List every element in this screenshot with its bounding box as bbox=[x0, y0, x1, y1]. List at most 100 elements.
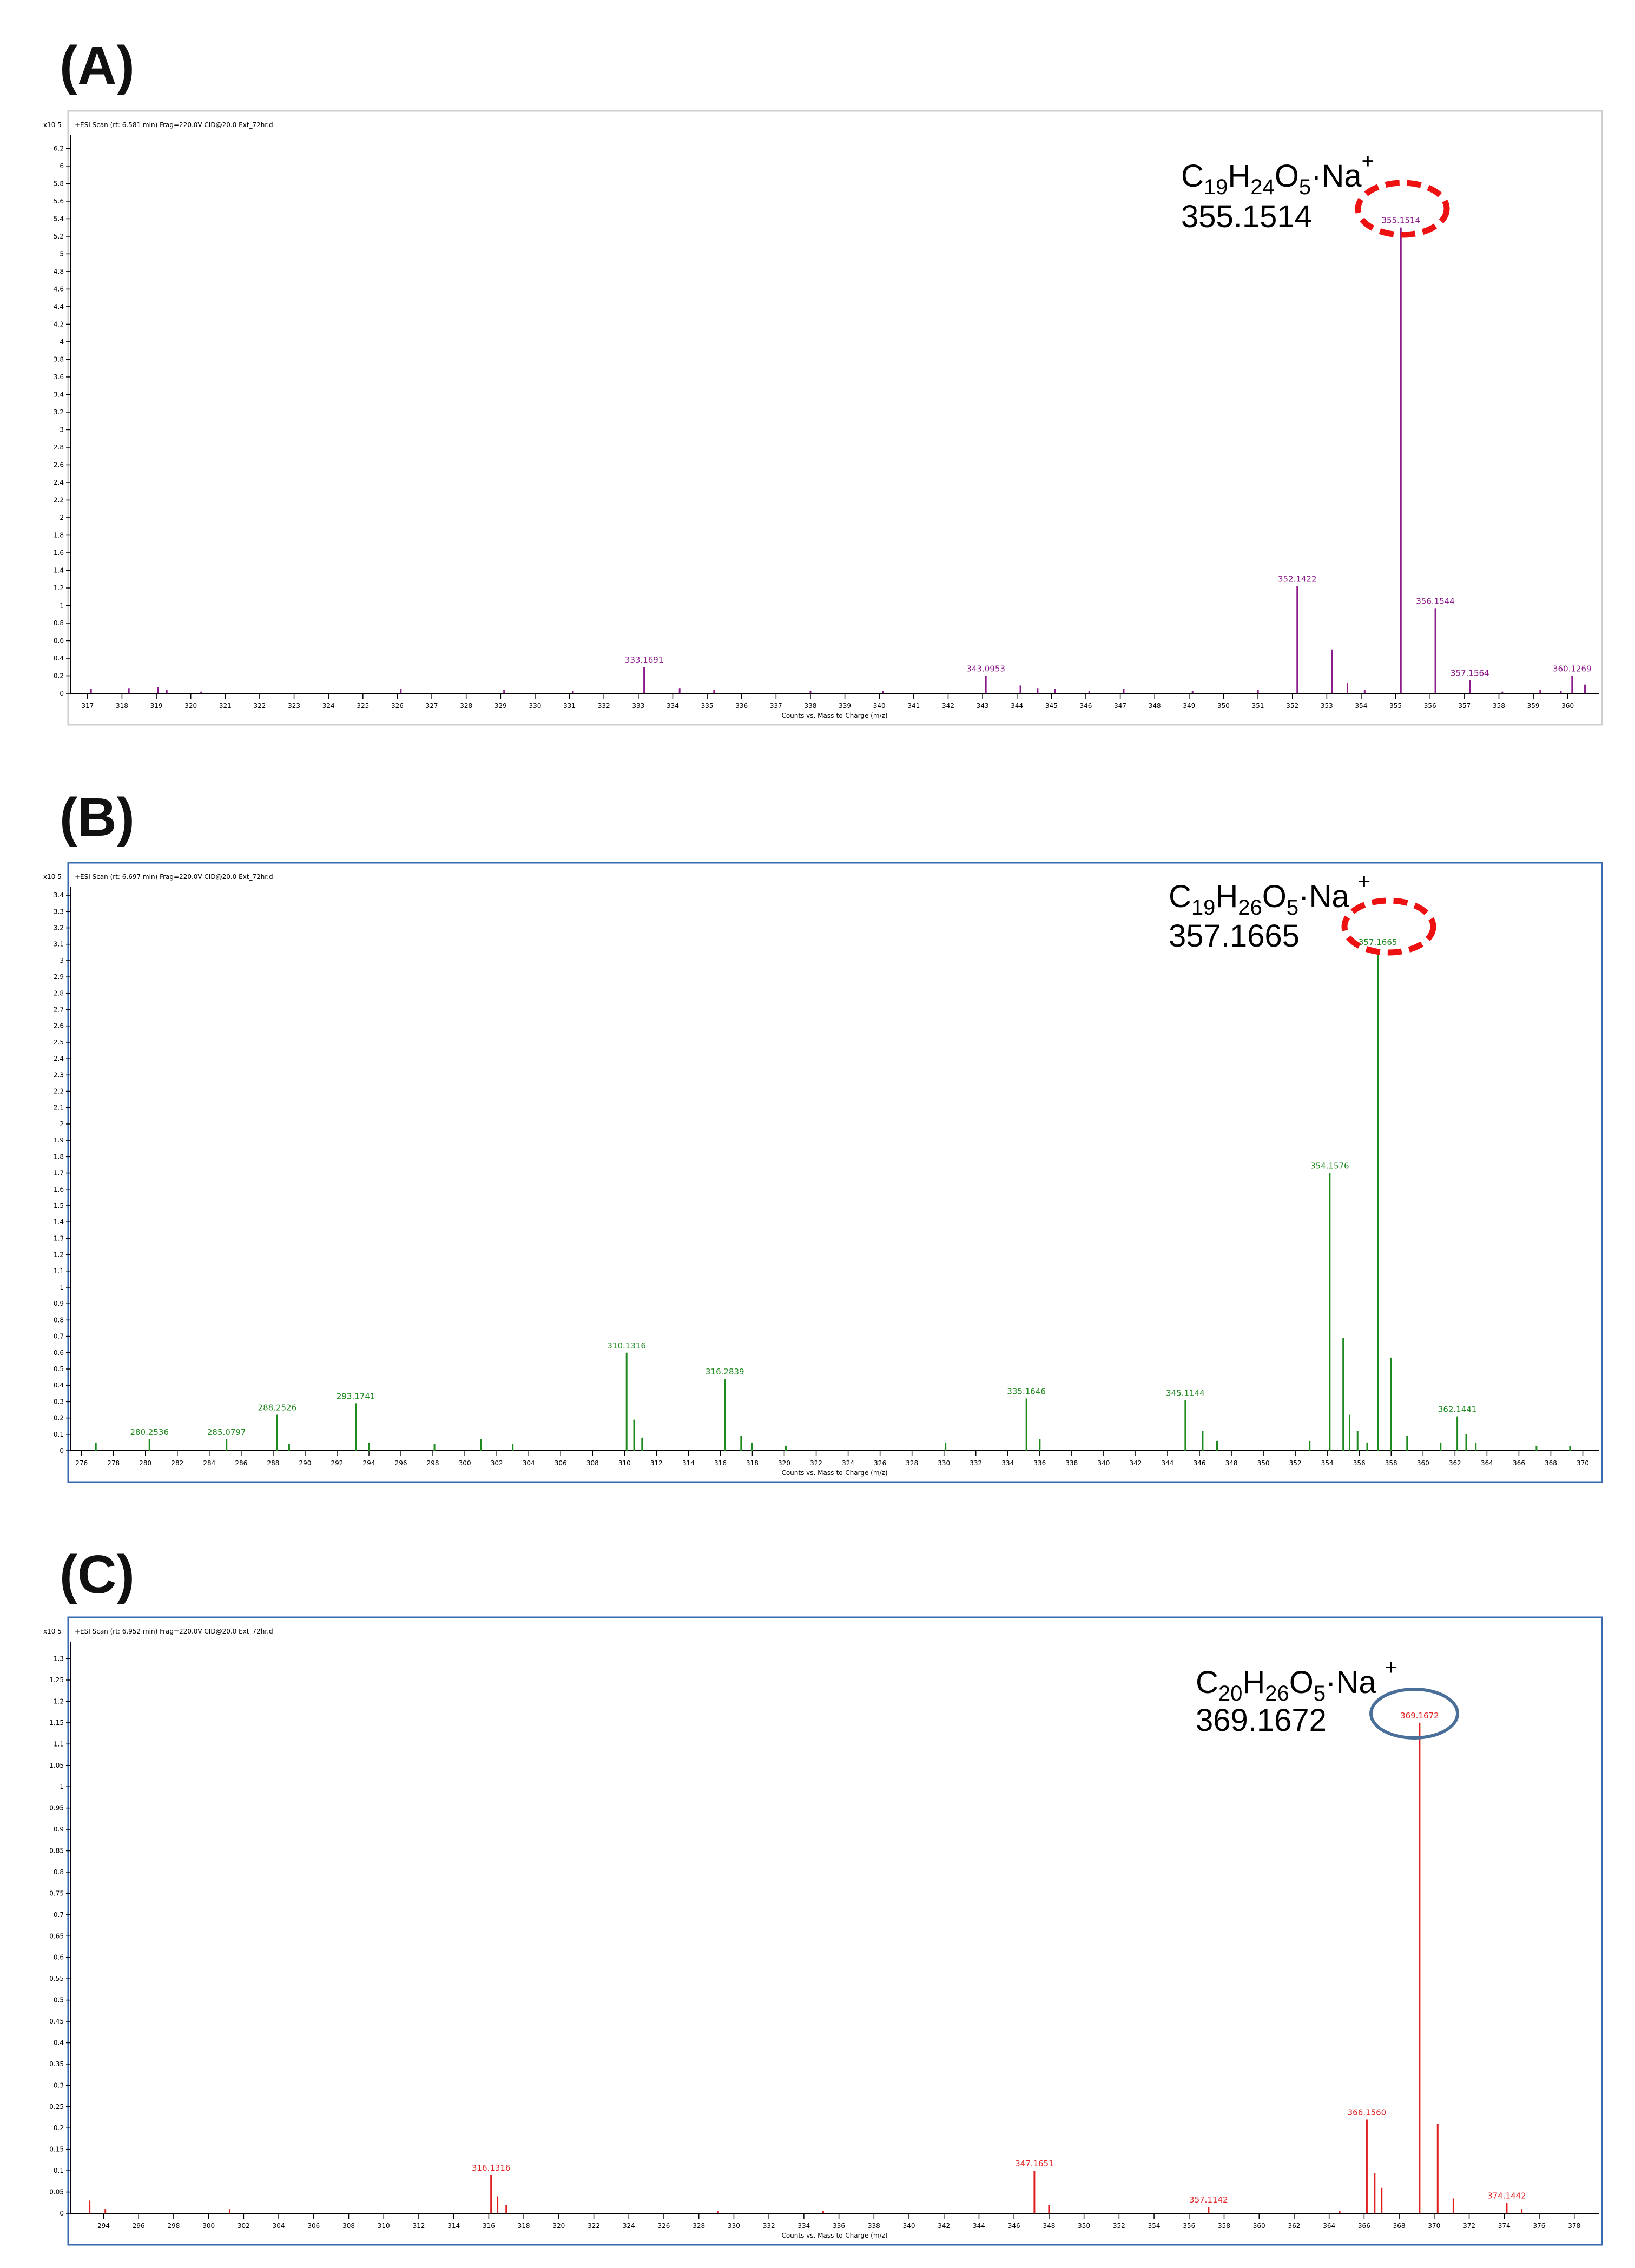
panel-c-y-tick-label: 1.1 bbox=[54, 1740, 64, 1748]
panel-c-x-axis-label: Counts vs. Mass-to-Charge (m/z) bbox=[781, 2232, 887, 2239]
panel-b-y-tick-label: 2.4 bbox=[54, 1055, 64, 1062]
panel-b-x-tick-label: 306 bbox=[555, 1459, 567, 1467]
panel-b-y-tick-label: 1.8 bbox=[54, 1153, 64, 1160]
panel-b-y-tick-label: 0.9 bbox=[54, 1300, 64, 1307]
panel-c-y-tick-label: 0.5 bbox=[54, 1996, 64, 2004]
panel-c-x-tick-label: 336 bbox=[833, 2222, 845, 2230]
panel-a-x-tick-label: 360 bbox=[1561, 702, 1574, 710]
panel-c-y-tick-label: 1.3 bbox=[54, 1655, 64, 1663]
panel-b-x-axis-label: Counts vs. Mass-to-Charge (m/z) bbox=[781, 1469, 887, 1477]
panel-a-x-tick-label: 332 bbox=[598, 702, 610, 710]
panel-a-y-tick-label: 4.2 bbox=[54, 320, 64, 328]
panel-a-letter: (A) bbox=[60, 35, 135, 96]
panel-a-x-tick-label: 337 bbox=[770, 702, 782, 710]
panel-a-x-tick-label: 334 bbox=[667, 702, 679, 710]
panel-a-y-tick-label: 2.4 bbox=[54, 479, 64, 486]
panel-b-y-tick-label: 3.4 bbox=[54, 891, 64, 899]
panel-a-x-tick-label: 324 bbox=[322, 702, 335, 710]
panel-b-y-tick-label: 1.6 bbox=[54, 1186, 64, 1193]
panel-b-y-tick-label: 3.1 bbox=[54, 941, 64, 948]
panel-b-x-tick-label: 304 bbox=[523, 1459, 535, 1467]
panel-a-y-tick-label: 4.8 bbox=[54, 268, 64, 275]
panel-a-y-tick-label: 1 bbox=[60, 601, 64, 609]
panel-a-x-tick-label: 328 bbox=[460, 702, 472, 710]
panel-b-y-tick-label: 1.5 bbox=[54, 1202, 64, 1209]
panel-a-x-tick-label: 325 bbox=[357, 702, 369, 710]
panel-c-y-tick-label: 0.65 bbox=[49, 1932, 64, 1940]
panel-b-peak-label: 354.1576 bbox=[1310, 1161, 1349, 1171]
panel-b-x-tick-label: 288 bbox=[267, 1459, 279, 1467]
panel-b-y-tick-label: 0.3 bbox=[54, 1398, 64, 1405]
panel-a-x-tick-label: 342 bbox=[942, 702, 954, 710]
panel-a-y-tick-label: 2.6 bbox=[54, 461, 64, 468]
panel-b-y-tick-label: 2.7 bbox=[54, 1006, 64, 1014]
panel-b-x-tick-label: 334 bbox=[1001, 1459, 1014, 1467]
panel-c-y-tick-label: 1.15 bbox=[49, 1719, 64, 1727]
panel-b-x-tick-label: 308 bbox=[586, 1459, 599, 1467]
panel-c-x-tick-label: 334 bbox=[797, 2222, 810, 2230]
panel-c-x-tick-label: 360 bbox=[1253, 2222, 1265, 2230]
panel-a-x-tick-label: 356 bbox=[1424, 702, 1436, 710]
panel-a-x-tick-label: 353 bbox=[1321, 702, 1333, 710]
panel-b-x-tick-label: 278 bbox=[107, 1459, 120, 1467]
panel-c-y-tick-label: 0.05 bbox=[49, 2188, 64, 2196]
panel-a: (A) x10 5 +ESI Scan (rt: 6.581 min) Frag… bbox=[43, 35, 1603, 726]
panel-a-x-tick-label: 358 bbox=[1493, 702, 1505, 710]
panel-c-y-tick-label: 1.05 bbox=[49, 1762, 64, 1769]
panel-b-y-tick-label: 2.2 bbox=[54, 1088, 64, 1095]
panel-b-x-tick-label: 296 bbox=[395, 1459, 407, 1467]
panel-c-x-tick-label: 304 bbox=[273, 2222, 285, 2230]
panel-c-x-tick-label: 340 bbox=[903, 2222, 915, 2230]
panel-b-y-tick-label: 1.9 bbox=[54, 1136, 64, 1144]
panel-b-peak-label: 288.2526 bbox=[258, 1403, 297, 1413]
panel-b-formula-mass: 357.1665 bbox=[1169, 918, 1300, 954]
panel-c-x-tick-label: 320 bbox=[552, 2222, 565, 2230]
panel-a-x-tick-label: 341 bbox=[907, 702, 920, 710]
panel-a-x-tick-label: 344 bbox=[1011, 702, 1023, 710]
panel-a-y-tick-label: 0.8 bbox=[54, 619, 64, 627]
panel-b-x-tick-label: 362 bbox=[1449, 1459, 1461, 1467]
panel-b-y-tick-label: 0.2 bbox=[54, 1414, 64, 1422]
panel-b-x-tick-label: 340 bbox=[1097, 1459, 1110, 1467]
panel-b-x-tick-label: 344 bbox=[1162, 1459, 1174, 1467]
panel-a-y-tick-label: 5.8 bbox=[54, 180, 64, 187]
panel-a-peak-label: 333.1691 bbox=[625, 655, 664, 665]
panel-b-x-tick-label: 368 bbox=[1545, 1459, 1557, 1467]
panel-a-x-tick-label: 330 bbox=[529, 702, 541, 710]
panel-a-y-tick-label: 6 bbox=[60, 162, 64, 170]
panel-a-peak-label: 352.1422 bbox=[1278, 574, 1317, 584]
panel-b-x-tick-label: 364 bbox=[1481, 1459, 1493, 1467]
panel-c-y-tick-label: 0.3 bbox=[54, 2081, 64, 2089]
panel-c-x-tick-label: 318 bbox=[518, 2222, 530, 2230]
panel-b-x-tick-label: 300 bbox=[459, 1459, 471, 1467]
panel-c-x-tick-label: 368 bbox=[1393, 2222, 1406, 2230]
panel-b-y-tick-label: 2 bbox=[60, 1120, 64, 1128]
panel-a-scan-header: +ESI Scan (rt: 6.581 min) Frag=220.0V CI… bbox=[75, 121, 273, 129]
panel-c-x-tick-label: 324 bbox=[623, 2222, 635, 2230]
panel-b-x-tick-label: 330 bbox=[938, 1459, 950, 1467]
panel-a-y-tick-label: 3.4 bbox=[54, 391, 64, 398]
panel-a-y-tick-label: 2 bbox=[60, 514, 64, 521]
panel-b-peak-label: 345.1144 bbox=[1166, 1388, 1205, 1398]
panel-b-y-tick-label: 1.2 bbox=[54, 1251, 64, 1259]
panel-c-x-tick-label: 344 bbox=[973, 2222, 985, 2230]
panel-a-x-tick-label: 352 bbox=[1286, 702, 1298, 710]
panel-a-y-tick-label: 2.8 bbox=[54, 444, 64, 451]
panel-b-y-tick-label: 1.3 bbox=[54, 1234, 64, 1242]
panel-a-x-axis-label: Counts vs. Mass-to-Charge (m/z) bbox=[781, 712, 887, 719]
panel-b-y-tick-label: 2.1 bbox=[54, 1104, 64, 1112]
panel-c-x-tick-label: 328 bbox=[693, 2222, 705, 2230]
panel-a-peak-label: 357.1564 bbox=[1451, 669, 1489, 678]
panel-a-y-tick-label: 5.4 bbox=[54, 215, 64, 222]
panel-b-x-tick-label: 298 bbox=[427, 1459, 439, 1467]
panel-c-scan-header: +ESI Scan (rt: 6.952 min) Frag=220.0V CI… bbox=[75, 1628, 273, 1635]
panel-c-peak-label: 347.1651 bbox=[1015, 2159, 1054, 2168]
panel-c-peak-label: 369.1672 bbox=[1400, 1711, 1439, 1721]
panel-b-x-tick-label: 282 bbox=[171, 1459, 183, 1467]
panel-b-y-tick-label: 0.1 bbox=[54, 1431, 64, 1438]
panel-b-peak-label: 310.1316 bbox=[607, 1341, 646, 1351]
panel-a-x-tick-label: 326 bbox=[391, 702, 404, 710]
panel-b-scan-header: +ESI Scan (rt: 6.697 min) Frag=220.0V CI… bbox=[75, 873, 273, 881]
panel-a-x-tick-label: 317 bbox=[81, 702, 94, 710]
panel-b-x-tick-label: 342 bbox=[1129, 1459, 1142, 1467]
